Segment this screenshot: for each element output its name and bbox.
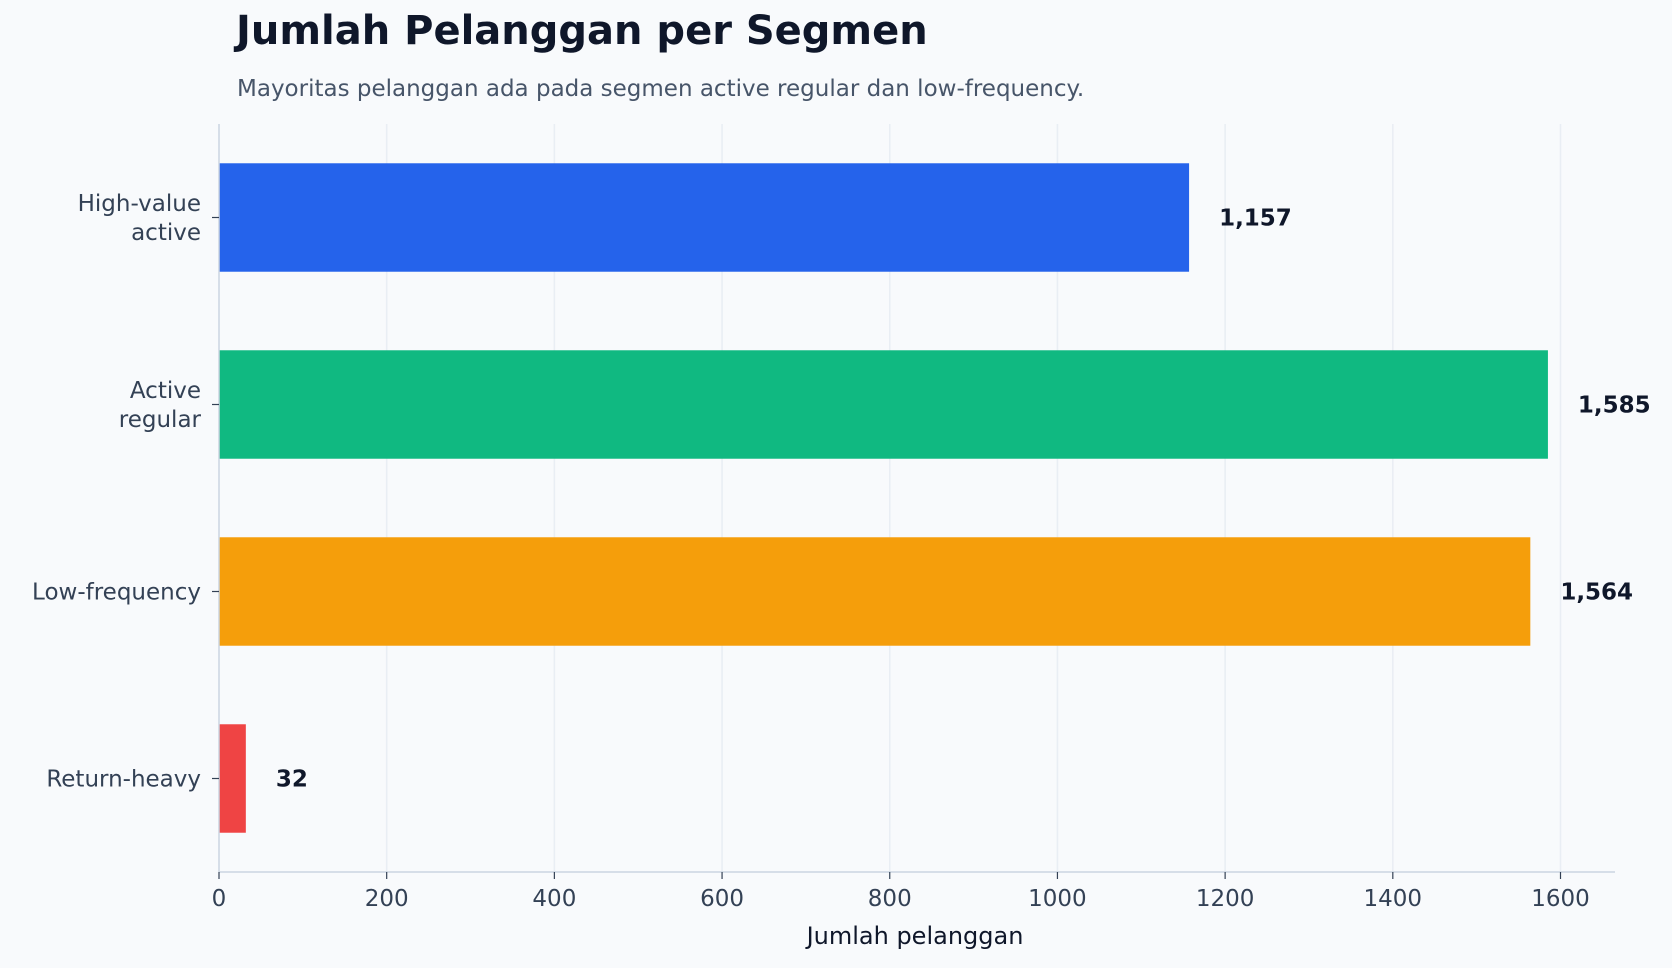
x-tick-label: 0 <box>212 886 227 912</box>
data-label: 1,157 <box>1219 206 1292 232</box>
bar <box>219 163 1190 272</box>
bar <box>219 537 1531 646</box>
y-tick-label: Low-frequency <box>32 580 201 606</box>
x-tick-label: 400 <box>532 886 576 912</box>
y-tick-label-line: Low-frequency <box>32 580 201 606</box>
y-tick-label-line: active <box>131 220 201 246</box>
x-tick-label: 1400 <box>1364 886 1423 912</box>
y-tick-label-line: Active <box>130 378 201 404</box>
y-tick-label: Return-heavy <box>46 767 201 793</box>
y-tick-label: Active regular <box>119 378 202 433</box>
y-tick-label: High-value active <box>78 191 201 246</box>
y-tick-label-line: Return-heavy <box>46 767 201 793</box>
x-tick-label: 1600 <box>1531 886 1590 912</box>
x-tick-label: 1000 <box>1028 886 1087 912</box>
labels: 1,157 1,585 1,564 32 0 200 400 600 800 1000 1200 14… <box>32 191 1651 912</box>
chart-subtitle: Mayoritas pelanggan ada pada segmen acti… <box>237 76 1085 102</box>
bar <box>219 350 1548 459</box>
data-label: 1,585 <box>1578 393 1651 419</box>
y-tick-label-line: High-value <box>78 191 201 217</box>
y-tick-label-line: regular <box>119 407 202 433</box>
bars <box>219 163 1548 833</box>
x-axis-label: Jumlah pelanggan <box>805 922 1024 950</box>
x-tick-label: 800 <box>868 886 912 912</box>
bar <box>219 724 246 833</box>
x-tick-label: 1200 <box>1196 886 1255 912</box>
x-tick-label: 200 <box>365 886 409 912</box>
axes <box>212 124 1615 879</box>
data-label: 32 <box>276 767 308 793</box>
data-label: 1,564 <box>1560 580 1633 606</box>
x-tick-label: 600 <box>700 886 744 912</box>
chart-title: Jumlah Pelanggan per Segmen <box>236 8 928 54</box>
